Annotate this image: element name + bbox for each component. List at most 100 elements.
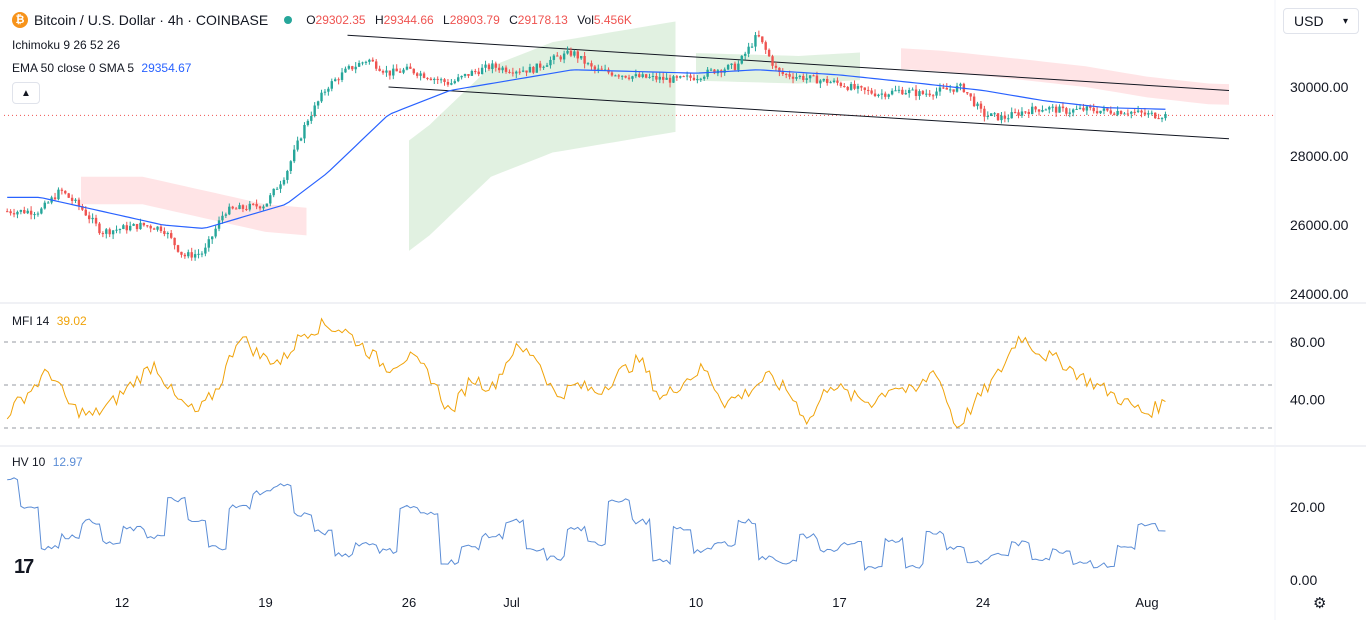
- candle-body: [1061, 106, 1065, 109]
- candle-body: [125, 225, 128, 231]
- candle-body: [480, 67, 484, 75]
- mfi-value: 39.02: [56, 314, 87, 328]
- candle-body: [665, 77, 668, 80]
- currency-value: USD: [1294, 13, 1324, 29]
- candle-body: [409, 66, 412, 69]
- candlestick-series: [6, 30, 1167, 261]
- candle-body: [1010, 112, 1013, 119]
- candle-body: [668, 77, 672, 83]
- candle-body: [935, 91, 938, 96]
- candle-body: [474, 71, 477, 73]
- low-value: 28903.79: [449, 13, 500, 27]
- candle-body: [638, 74, 641, 78]
- candle-body: [901, 89, 904, 95]
- candle-body: [70, 197, 74, 201]
- candle-body: [644, 74, 648, 78]
- candle-body: [224, 214, 228, 216]
- candle-body: [1085, 106, 1089, 111]
- settings-gear-icon[interactable]: ⚙: [1313, 595, 1327, 612]
- candle-body: [672, 76, 675, 83]
- candle-body: [774, 65, 778, 68]
- candle-body: [576, 51, 579, 59]
- currency-select[interactable]: USD ▾: [1283, 8, 1359, 34]
- channel-lower-line: [388, 86, 1230, 140]
- candle-body: [726, 64, 730, 70]
- candle-body: [986, 115, 989, 117]
- candle-body: [443, 79, 446, 82]
- time-axis-tick: 19: [258, 595, 272, 610]
- symbol-title[interactable]: Bitcoin / U.S. Dollar · 4h · COINBASE: [34, 12, 269, 28]
- candle-body: [183, 254, 187, 257]
- candle-body: [1048, 107, 1051, 110]
- candle-body: [419, 73, 422, 76]
- candle-body: [682, 76, 685, 78]
- cloud-bearish: [901, 48, 1229, 105]
- ichimoku-label: Ichimoku 9 26 52 26: [12, 38, 121, 52]
- candle-body: [679, 76, 682, 78]
- candle-body: [870, 90, 873, 94]
- candle-body: [1034, 106, 1037, 110]
- candle-body: [19, 210, 23, 212]
- candle-body: [580, 55, 583, 59]
- candle-body: [1133, 111, 1136, 113]
- candle-body: [84, 209, 87, 216]
- candle-body: [1143, 112, 1147, 115]
- price-axis-tick: 30000.00: [1290, 79, 1349, 95]
- hv-legend[interactable]: HV 10 12.97: [12, 455, 83, 469]
- close-label: C: [509, 13, 518, 27]
- candle-body: [566, 50, 569, 54]
- candle-body: [518, 71, 521, 73]
- candle-body: [286, 170, 289, 180]
- candle-body: [265, 203, 269, 207]
- volume-value: 5.456K: [593, 13, 632, 27]
- candle-body: [706, 69, 709, 77]
- mfi-legend[interactable]: MFI 14 39.02: [12, 314, 87, 328]
- candle-body: [976, 103, 979, 107]
- candle-body: [750, 46, 754, 48]
- candle-body: [166, 233, 169, 235]
- candle-body: [193, 254, 197, 258]
- candle-body: [436, 78, 439, 80]
- ema-legend[interactable]: EMA 50 close 0 SMA 5 29354.67: [12, 61, 191, 75]
- candle-body: [368, 59, 371, 62]
- candle-body: [658, 76, 661, 80]
- candle-body: [375, 61, 378, 69]
- candle-body: [914, 89, 918, 96]
- candle-body: [156, 226, 159, 230]
- candle-body: [1126, 113, 1130, 115]
- candle-body: [173, 237, 176, 246]
- candle-body: [761, 36, 764, 43]
- candle-body: [1031, 106, 1034, 115]
- candle-body: [111, 230, 115, 235]
- candle-body: [573, 51, 576, 56]
- candle-body: [1116, 110, 1119, 115]
- candle-body: [53, 197, 57, 200]
- candle-body: [856, 86, 860, 89]
- candle-body: [904, 93, 907, 95]
- collapse-chevron-icon: ▲: [21, 87, 31, 99]
- candle-body: [648, 76, 651, 78]
- ema-value: 29354.67: [141, 61, 192, 75]
- candle-body: [498, 67, 501, 71]
- candle-body: [149, 225, 152, 229]
- candle-body: [562, 53, 566, 60]
- candle-body: [692, 77, 696, 81]
- candle-body: [228, 206, 231, 215]
- tradingview-logo-icon[interactable]: 17: [14, 556, 34, 578]
- candle-body: [812, 75, 815, 77]
- candle-body: [949, 89, 952, 91]
- candle-body: [959, 83, 962, 86]
- candle-body: [303, 124, 306, 139]
- candle-body: [873, 93, 877, 97]
- collapse-legend-button[interactable]: ▲: [12, 82, 40, 104]
- candle-body: [296, 140, 299, 150]
- candle-body: [983, 108, 986, 117]
- hv-label: HV 10: [12, 455, 46, 469]
- candle-body: [617, 75, 620, 77]
- ichimoku-legend[interactable]: Ichimoku 9 26 52 26: [12, 38, 120, 52]
- candle-body: [846, 87, 849, 90]
- candle-body: [429, 78, 433, 81]
- candle-body: [241, 205, 245, 209]
